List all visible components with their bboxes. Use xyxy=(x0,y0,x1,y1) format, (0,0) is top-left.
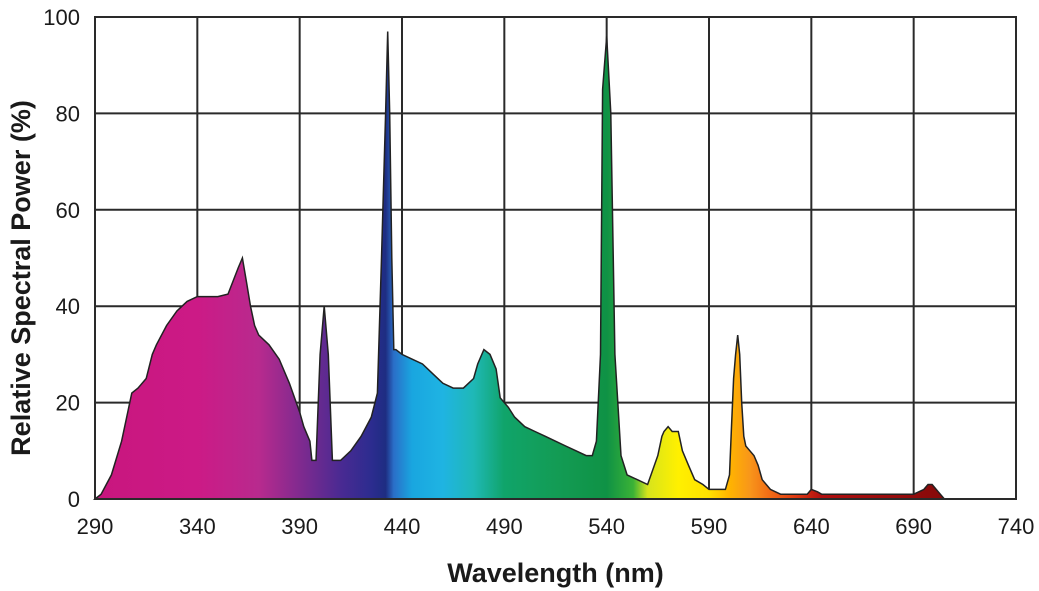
x-tick-label: 540 xyxy=(588,514,625,539)
plot-frame xyxy=(94,16,1017,500)
y-tick-label: 80 xyxy=(56,101,80,126)
x-tick-label: 590 xyxy=(691,514,728,539)
x-tick-label: 690 xyxy=(895,514,932,539)
x-tick-label: 440 xyxy=(384,514,421,539)
x-tick-label: 390 xyxy=(281,514,318,539)
x-tick-label: 740 xyxy=(998,514,1035,539)
x-tick-label: 640 xyxy=(793,514,830,539)
y-tick-label: 40 xyxy=(56,294,80,319)
y-tick-label: 20 xyxy=(56,391,80,416)
x-axis-title: Wavelength (nm) xyxy=(447,558,664,588)
y-tick-label: 0 xyxy=(68,487,80,512)
y-tick-label: 60 xyxy=(56,198,80,223)
x-tick-label: 290 xyxy=(77,514,114,539)
x-tick-label: 490 xyxy=(486,514,523,539)
y-axis-title: Relative Spectral Power (%) xyxy=(6,100,36,456)
x-tick-label: 340 xyxy=(179,514,216,539)
spectrum-area xyxy=(92,31,1016,500)
y-tick-label: 100 xyxy=(43,5,80,30)
